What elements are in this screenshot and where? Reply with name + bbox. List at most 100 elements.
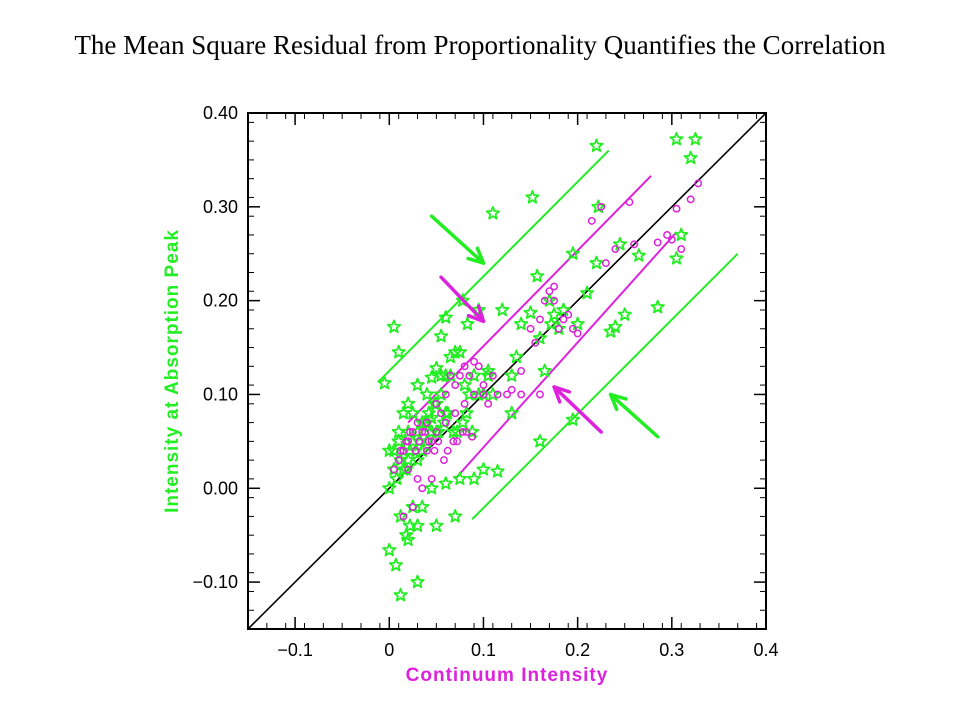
circle-point	[437, 409, 446, 418]
star-point	[419, 387, 434, 401]
circle-point	[439, 456, 448, 465]
circle-point	[399, 512, 408, 521]
star-point	[450, 424, 465, 439]
circle-point	[554, 324, 563, 333]
circle-point	[422, 418, 431, 427]
circle-point	[694, 179, 703, 188]
circle-point	[422, 446, 431, 455]
star-point	[382, 443, 397, 457]
star-point	[504, 405, 519, 420]
y-tick-label: 0.10	[203, 384, 238, 404]
circle-point	[517, 390, 526, 399]
y-tick-label: 0.40	[203, 103, 238, 123]
star-point	[438, 476, 453, 490]
circle-point	[418, 428, 427, 436]
star-point	[393, 587, 408, 602]
star-point	[589, 138, 604, 152]
circle-point	[455, 371, 464, 380]
circle-point	[564, 310, 573, 319]
star-point	[455, 293, 470, 307]
star-point	[438, 368, 453, 382]
circle-point	[536, 390, 544, 399]
circle-point	[424, 437, 433, 446]
star-point	[509, 349, 524, 364]
star-point	[382, 480, 397, 495]
circle-point	[453, 437, 462, 446]
circle-point	[411, 446, 420, 455]
star-point	[688, 131, 703, 146]
circle-point	[470, 390, 478, 399]
circle-point	[399, 446, 408, 455]
star-point	[410, 574, 425, 589]
circle-point	[479, 390, 488, 399]
star-point	[457, 377, 472, 392]
star-point	[462, 387, 477, 401]
circle-point	[402, 437, 411, 446]
x-tick-label: 0	[384, 640, 394, 660]
circle-point	[415, 437, 424, 446]
arrow	[439, 275, 486, 324]
star-point	[669, 251, 684, 265]
arrows	[429, 214, 660, 439]
star-point	[465, 424, 480, 439]
circle-point	[465, 371, 474, 380]
star-point	[415, 499, 430, 514]
arrow	[429, 214, 486, 265]
circle-point	[573, 329, 582, 338]
circle-point	[630, 240, 639, 249]
star-point	[565, 246, 580, 260]
star-point	[410, 518, 425, 532]
star-point	[683, 150, 698, 165]
proportionality-line	[247, 112, 767, 630]
plot-frame	[247, 112, 767, 630]
star-point	[495, 302, 510, 317]
arrow	[552, 385, 603, 434]
star-point	[396, 405, 411, 420]
circle-point	[531, 338, 540, 347]
star-point	[556, 302, 571, 317]
star-point	[476, 462, 491, 476]
circle-point	[545, 287, 554, 296]
guide-lines	[247, 112, 767, 630]
circle-point	[653, 238, 662, 247]
star-point	[481, 363, 496, 378]
star-point	[460, 316, 475, 331]
star-point	[485, 206, 500, 220]
star-point	[490, 464, 505, 478]
star-point	[452, 344, 467, 359]
circle-point	[430, 446, 439, 455]
star-point	[452, 471, 467, 485]
circle-point	[540, 296, 549, 305]
circle-point	[451, 409, 460, 418]
circle-point	[550, 296, 559, 305]
y-tick-label: 0.30	[203, 197, 238, 217]
star-point	[421, 405, 436, 420]
circle-point	[517, 367, 526, 375]
star-point	[514, 316, 529, 331]
circle-point	[526, 324, 535, 333]
circle-point	[394, 456, 403, 465]
star-point	[570, 316, 585, 331]
circle-point	[559, 315, 568, 324]
star-point	[388, 557, 403, 572]
star-point	[434, 328, 449, 343]
circle-point	[396, 446, 405, 455]
x-tick-label: 0.2	[565, 640, 590, 660]
y-tick-label: 0.20	[203, 291, 238, 311]
star-point	[401, 532, 416, 546]
axis-ticks	[247, 112, 767, 630]
star-point	[669, 131, 684, 146]
circle-point	[503, 390, 511, 399]
circle-point	[449, 437, 458, 446]
circle-point	[488, 371, 497, 380]
circle-point	[418, 484, 427, 493]
x-axis-label: Continuum Intensity	[406, 665, 609, 686]
star-point	[650, 299, 665, 314]
star-point	[448, 509, 463, 523]
star-point	[674, 227, 689, 242]
star-point	[530, 268, 545, 283]
arrow	[608, 392, 660, 439]
inner-lower-line	[454, 231, 678, 480]
star-point	[532, 434, 547, 448]
star-point	[547, 307, 562, 321]
